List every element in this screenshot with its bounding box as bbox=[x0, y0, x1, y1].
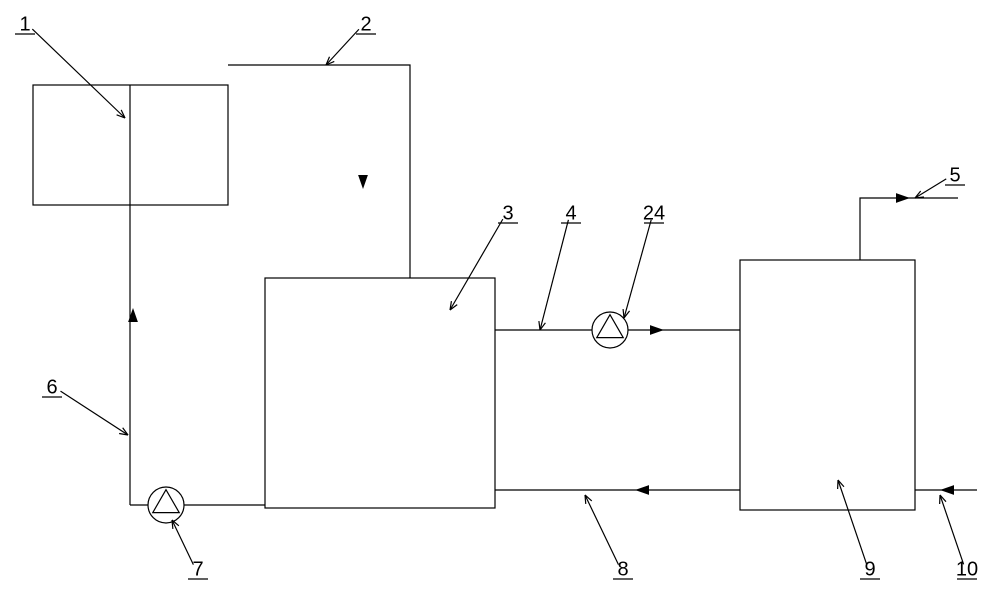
callout-label-c7: 7 bbox=[192, 558, 203, 580]
callout-label-c9: 9 bbox=[864, 558, 875, 580]
callout-c5: 5 bbox=[915, 164, 965, 198]
callout-c4: 4 bbox=[539, 202, 581, 330]
callout-c1: 1 bbox=[15, 13, 125, 118]
box-box9 bbox=[740, 260, 915, 510]
callout-label-c10: 10 bbox=[956, 558, 978, 580]
callout-label-c6: 6 bbox=[46, 376, 57, 398]
callout-c24: 24 bbox=[623, 202, 665, 318]
callout-c6: 6 bbox=[42, 376, 128, 435]
line-line5 bbox=[860, 198, 958, 260]
flow-arrow-a10 bbox=[940, 485, 954, 495]
callout-label-c1: 1 bbox=[19, 13, 30, 35]
flow-arrow-a2 bbox=[358, 175, 368, 189]
callout-label-c24: 24 bbox=[643, 202, 665, 224]
callout-label-c8: 8 bbox=[617, 558, 628, 580]
callout-label-c2: 2 bbox=[360, 13, 371, 35]
callout-c9: 9 bbox=[838, 480, 880, 580]
box-box3 bbox=[265, 278, 495, 508]
flow-arrow-a4 bbox=[650, 325, 664, 335]
flow-arrow-a5 bbox=[896, 193, 910, 203]
callout-c10: 10 bbox=[940, 495, 978, 580]
callout-c2: 2 bbox=[326, 13, 376, 65]
callout-label-c3: 3 bbox=[502, 202, 513, 224]
callout-c7: 7 bbox=[172, 520, 208, 580]
flow-arrow-a8 bbox=[635, 485, 649, 495]
callout-c8: 8 bbox=[585, 495, 633, 580]
pump-icon-7 bbox=[148, 487, 184, 523]
callout-label-c4: 4 bbox=[565, 202, 576, 224]
callout-c3: 3 bbox=[450, 202, 518, 310]
line-line2 bbox=[228, 65, 410, 278]
pump-icon-24 bbox=[592, 312, 628, 348]
callout-label-c5: 5 bbox=[949, 164, 960, 186]
